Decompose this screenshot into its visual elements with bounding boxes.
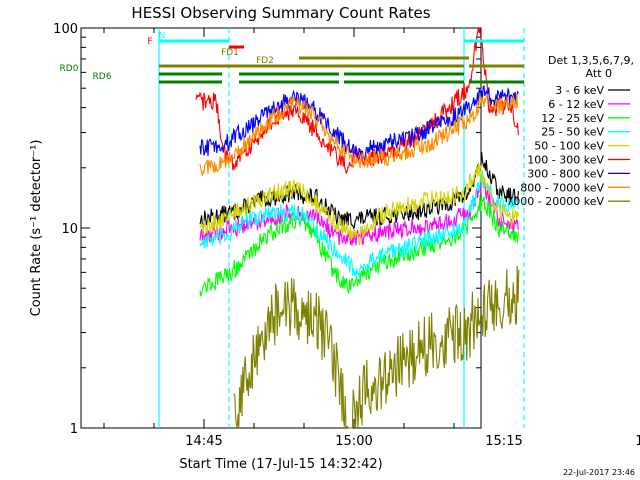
legend-label-7000-20000-kev: 7000 - 20000 keV (506, 195, 604, 208)
x-tick-label: 15:15 (485, 434, 522, 449)
series-line-12-25-kev (199, 195, 519, 297)
legend-header-1: Det 1,3,5,6,7,9, (548, 54, 634, 67)
legend-label-12-25-kev: 12 - 25 keV (541, 112, 604, 125)
legend-label-25-50-kev: 25 - 50 keV (541, 126, 604, 139)
series-line-25-50-kev (199, 171, 519, 278)
legend-label-50-100-kev: 50 - 100 keV (534, 140, 604, 153)
flag-label-f: F (147, 37, 152, 47)
chart-title: HESSI Observing Summary Count Rates (131, 4, 430, 22)
flag-label-fd1: FD1 (221, 48, 239, 58)
series-group (195, 27, 520, 429)
x-tick-label: 15:00 (335, 434, 372, 449)
legend-label-300-800-kev: 300 - 800 keV (527, 167, 604, 180)
y-axis-ticks: 1 10 100 (53, 22, 481, 437)
legend-label-6-12-kev: 6 - 12 keV (548, 98, 604, 111)
y-tick-label: 10 (61, 222, 78, 237)
timestamp: 22-Jul-2017 23:46 (563, 468, 635, 477)
x-axis-label: Start Time (17-Jul-15 14:32:42) (179, 457, 382, 472)
x-tick-label: 14:45 (185, 434, 222, 449)
legend-header-2: Att 0 (586, 67, 612, 80)
flag-bars: NF FD1 FD2 RD0 RD6 (60, 31, 524, 84)
flag-label-rd0: RD0 (60, 64, 79, 74)
vertical-markers (158, 28, 525, 428)
flag-label-n: N (159, 31, 166, 41)
series-line-800-7000-kev (199, 92, 519, 177)
series-line-7000-20000-kev (233, 265, 520, 429)
legend-label-800-7000-kev: 800 - 7000 keV (520, 181, 604, 194)
series-line-6-12-kev (199, 172, 519, 246)
series-line-300-800-kev (199, 85, 519, 160)
flag-label-fd2: FD2 (256, 56, 274, 66)
legend-label-3-6-kev: 3 - 6 keV (555, 84, 604, 97)
series-line-50-100-kev (199, 162, 519, 246)
y-tick-label: 1 (70, 422, 78, 437)
y-axis-label: Count Rate (s⁻¹ detector⁻¹) (29, 140, 44, 317)
x-tick-label: 15:30 (635, 434, 640, 449)
legend-label-100-300-kev: 100 - 300 keV (527, 154, 604, 167)
plot-frame (80, 27, 482, 429)
flag-label-rd6: RD6 (93, 72, 112, 82)
y-tick-label: 100 (53, 22, 78, 37)
